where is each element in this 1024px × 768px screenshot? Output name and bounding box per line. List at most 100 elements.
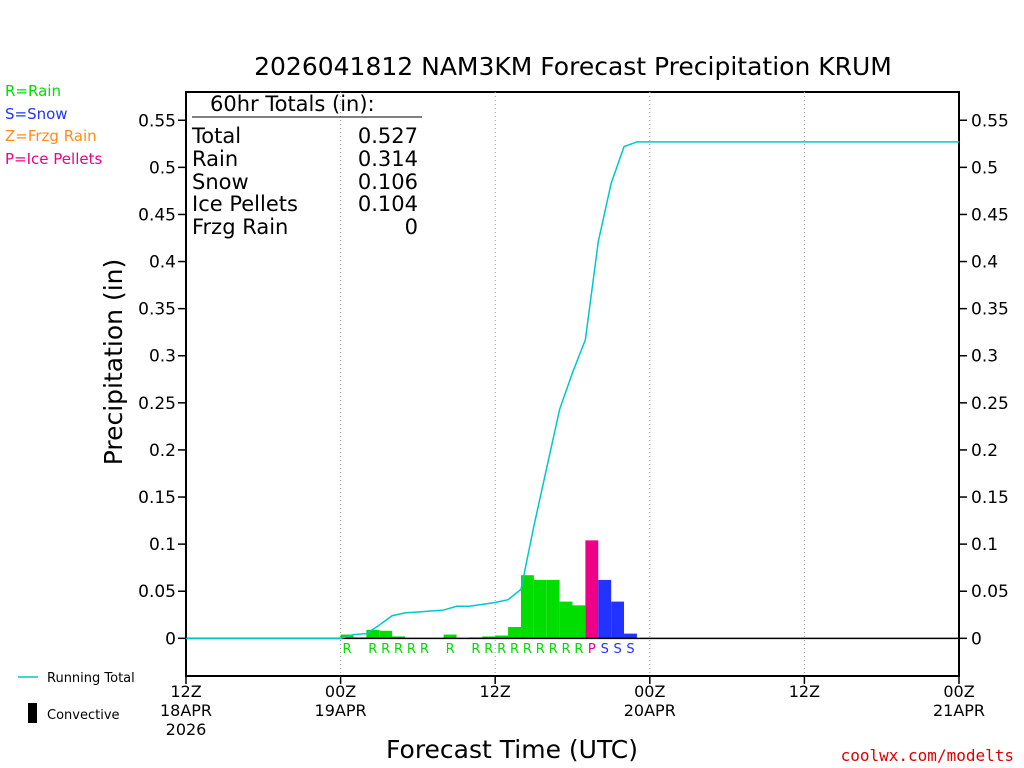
- ptype-label-h13: R: [343, 642, 352, 657]
- running-total-legend-label: Running Total: [47, 671, 135, 686]
- bar-h28: [533, 579, 547, 639]
- bar-h17: [392, 636, 406, 639]
- ytick-right-label-0: 0: [971, 629, 982, 649]
- bar-h16: [379, 630, 393, 639]
- bar-h21: [443, 634, 457, 639]
- totals-value-ice-pellets: 0.104: [358, 192, 418, 216]
- xtick-label-0-0: 12Z: [170, 682, 201, 701]
- series-legend: Running Total Convective: [18, 671, 135, 723]
- running-total-line: [186, 141, 959, 640]
- bar-h27: [520, 575, 534, 639]
- ytick-left-label-8: 0.4: [149, 253, 176, 273]
- ytick-right-label-6: 0.3: [971, 347, 998, 367]
- precip-type-legend: R=Rain S=Snow Z=Frzg Rain P=Ice Pellets: [5, 82, 102, 168]
- ptype-label-h15: R: [368, 642, 377, 657]
- totals-name-frzg-rain: Frzg Rain: [192, 215, 288, 239]
- ytick-right-label-3: 0.15: [971, 488, 1009, 508]
- legend-ice-pellets: P=Ice Pellets: [5, 150, 102, 168]
- ytick-left-label-5: 0.25: [138, 394, 176, 414]
- vertical-gridlines: [340, 92, 805, 676]
- ptype-label-h27: R: [523, 642, 532, 657]
- credit-text: coolwx.com/modelts: [841, 746, 1014, 765]
- totals-value-snow: 0.106: [358, 170, 418, 194]
- y-axis-left: 0 0.05 0.1 0.15 0.2 0.25 0.3 0.35 0.4 0.45 0.5 0.55: [138, 111, 186, 649]
- totals-name-snow: Snow: [192, 170, 249, 194]
- bar-h24: [482, 636, 496, 639]
- totals-box: 60hr Totals (in): Total 0.527 Rain 0.314…: [191, 92, 422, 239]
- bar-h33: [598, 579, 612, 639]
- ptype-label-h33: S: [601, 642, 609, 657]
- plot-frame: [185, 91, 960, 677]
- xtick-label-3-1: 20APR: [624, 701, 676, 720]
- legend-rain: R=Rain: [5, 82, 61, 100]
- ytick-right-label-4: 0.2: [971, 441, 998, 461]
- ytick-right-label-11: 0.55: [971, 111, 1009, 131]
- totals-value-frzg-rain: 0: [405, 215, 418, 239]
- totals-name-ice-pellets: Ice Pellets: [192, 192, 298, 216]
- y-axis-label: Precipitation (in): [99, 259, 128, 466]
- bar-h30: [559, 601, 573, 639]
- legend-frzg-rain: Z=Frzg Rain: [5, 127, 97, 145]
- chart-title: 2026041812 NAM3KM Forecast Precipitation…: [254, 52, 892, 81]
- bar-h29: [546, 579, 560, 639]
- xtick-label-3-0: 00Z: [634, 682, 665, 701]
- xtick-label-0-2: 2026: [166, 720, 207, 739]
- xtick-label-2-0: 12Z: [480, 682, 511, 701]
- ytick-left-label-10: 0.5: [149, 158, 176, 178]
- ytick-left-label-4: 0.2: [149, 441, 176, 461]
- totals-name-rain: Rain: [192, 147, 238, 171]
- bar-h32: [585, 540, 599, 639]
- precip-bars: [340, 540, 637, 639]
- ptype-label-h30: R: [562, 642, 571, 657]
- ytick-left-label-6: 0.3: [149, 347, 176, 367]
- ytick-right-label-2: 0.1: [971, 535, 998, 555]
- ptype-label-h25: R: [497, 642, 506, 657]
- totals-value-total: 0.527: [358, 124, 418, 148]
- ptype-label-h24: R: [484, 642, 493, 657]
- ytick-right-label-8: 0.4: [971, 253, 998, 273]
- ptype-label-h32: P: [588, 642, 596, 657]
- ytick-left-label-3: 0.15: [138, 488, 176, 508]
- xtick-label-4-0: 12Z: [789, 682, 820, 701]
- xtick-label-1-1: 19APR: [315, 701, 367, 720]
- ptype-label-h34: S: [613, 642, 621, 657]
- ytick-left-label-2: 0.1: [149, 535, 176, 555]
- xtick-label-5-1: 21APR: [933, 701, 985, 720]
- bar-h25: [495, 635, 509, 639]
- ytick-right-label-9: 0.45: [971, 205, 1009, 225]
- convective-swatch: [28, 703, 37, 723]
- ytick-right-label-1: 0.05: [971, 582, 1009, 602]
- legend-snow: S=Snow: [5, 105, 68, 123]
- totals-header: 60hr Totals (in):: [210, 92, 375, 116]
- totals-name-total: Total: [191, 124, 241, 148]
- ytick-left-label-1: 0.05: [138, 582, 176, 602]
- ytick-right-label-10: 0.5: [971, 158, 998, 178]
- ytick-left-label-9: 0.45: [138, 205, 176, 225]
- ptype-label-h26: R: [510, 642, 519, 657]
- bar-h34: [611, 601, 625, 639]
- ptype-label-h19: R: [420, 642, 429, 657]
- ptype-label-h17: R: [394, 642, 403, 657]
- ptype-label-h18: R: [407, 642, 416, 657]
- ptype-label-h21: R: [446, 642, 455, 657]
- y-axis-right: 0 0.05 0.1 0.15 0.2 0.25 0.3 0.35 0.4 0.45 0.5 0.55: [959, 111, 1009, 649]
- ptype-label-h23: R: [471, 642, 480, 657]
- ytick-left-label-7: 0.35: [138, 300, 176, 320]
- xtick-label-5-0: 00Z: [943, 682, 974, 701]
- ptype-label-h35: S: [626, 642, 634, 657]
- ytick-right-label-5: 0.25: [971, 394, 1009, 414]
- ptype-label-h31: R: [574, 642, 583, 657]
- xtick-label-1-0: 00Z: [325, 682, 356, 701]
- totals-value-rain: 0.314: [358, 147, 418, 171]
- xtick-label-0-1: 18APR: [160, 701, 212, 720]
- bar-h26: [508, 627, 521, 639]
- x-axis-label: Forecast Time (UTC): [386, 735, 638, 764]
- ptype-label-h16: R: [381, 642, 390, 657]
- bar-h35: [624, 633, 637, 639]
- bar-h31: [572, 605, 586, 639]
- ytick-left-label-0: 0: [165, 629, 176, 649]
- ytick-right-label-7: 0.35: [971, 300, 1009, 320]
